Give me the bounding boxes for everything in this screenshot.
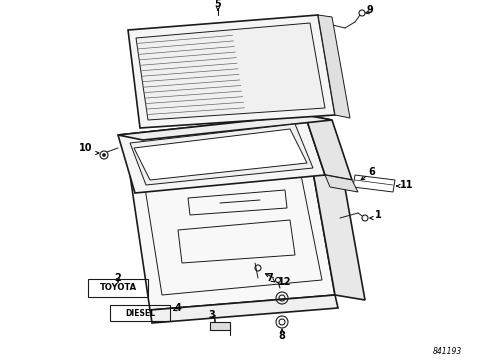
Polygon shape <box>130 155 340 180</box>
Circle shape <box>362 215 368 221</box>
Text: 6: 6 <box>368 167 375 177</box>
Circle shape <box>102 153 105 157</box>
Text: 4: 4 <box>174 303 181 313</box>
Polygon shape <box>134 129 307 180</box>
Text: TOYOTA: TOYOTA <box>99 284 137 292</box>
Text: 2: 2 <box>115 273 122 283</box>
Polygon shape <box>130 155 335 310</box>
Polygon shape <box>325 175 358 192</box>
Polygon shape <box>318 15 350 118</box>
Text: 9: 9 <box>367 5 373 15</box>
Polygon shape <box>305 115 352 180</box>
Text: 5: 5 <box>215 0 221 9</box>
Text: 841193: 841193 <box>433 347 462 356</box>
Text: 10: 10 <box>78 143 92 153</box>
Text: 7: 7 <box>267 273 273 283</box>
Text: 12: 12 <box>278 277 292 287</box>
Polygon shape <box>150 295 338 323</box>
Polygon shape <box>118 115 332 140</box>
Text: 1: 1 <box>375 210 382 220</box>
Text: DIESEL: DIESEL <box>125 309 155 318</box>
Text: 11: 11 <box>400 180 414 190</box>
Polygon shape <box>118 115 325 193</box>
Text: 3: 3 <box>209 310 216 320</box>
Polygon shape <box>136 23 325 120</box>
Polygon shape <box>128 15 335 128</box>
Polygon shape <box>130 124 313 185</box>
Polygon shape <box>310 155 365 300</box>
Text: 8: 8 <box>278 331 286 341</box>
Polygon shape <box>210 322 230 330</box>
